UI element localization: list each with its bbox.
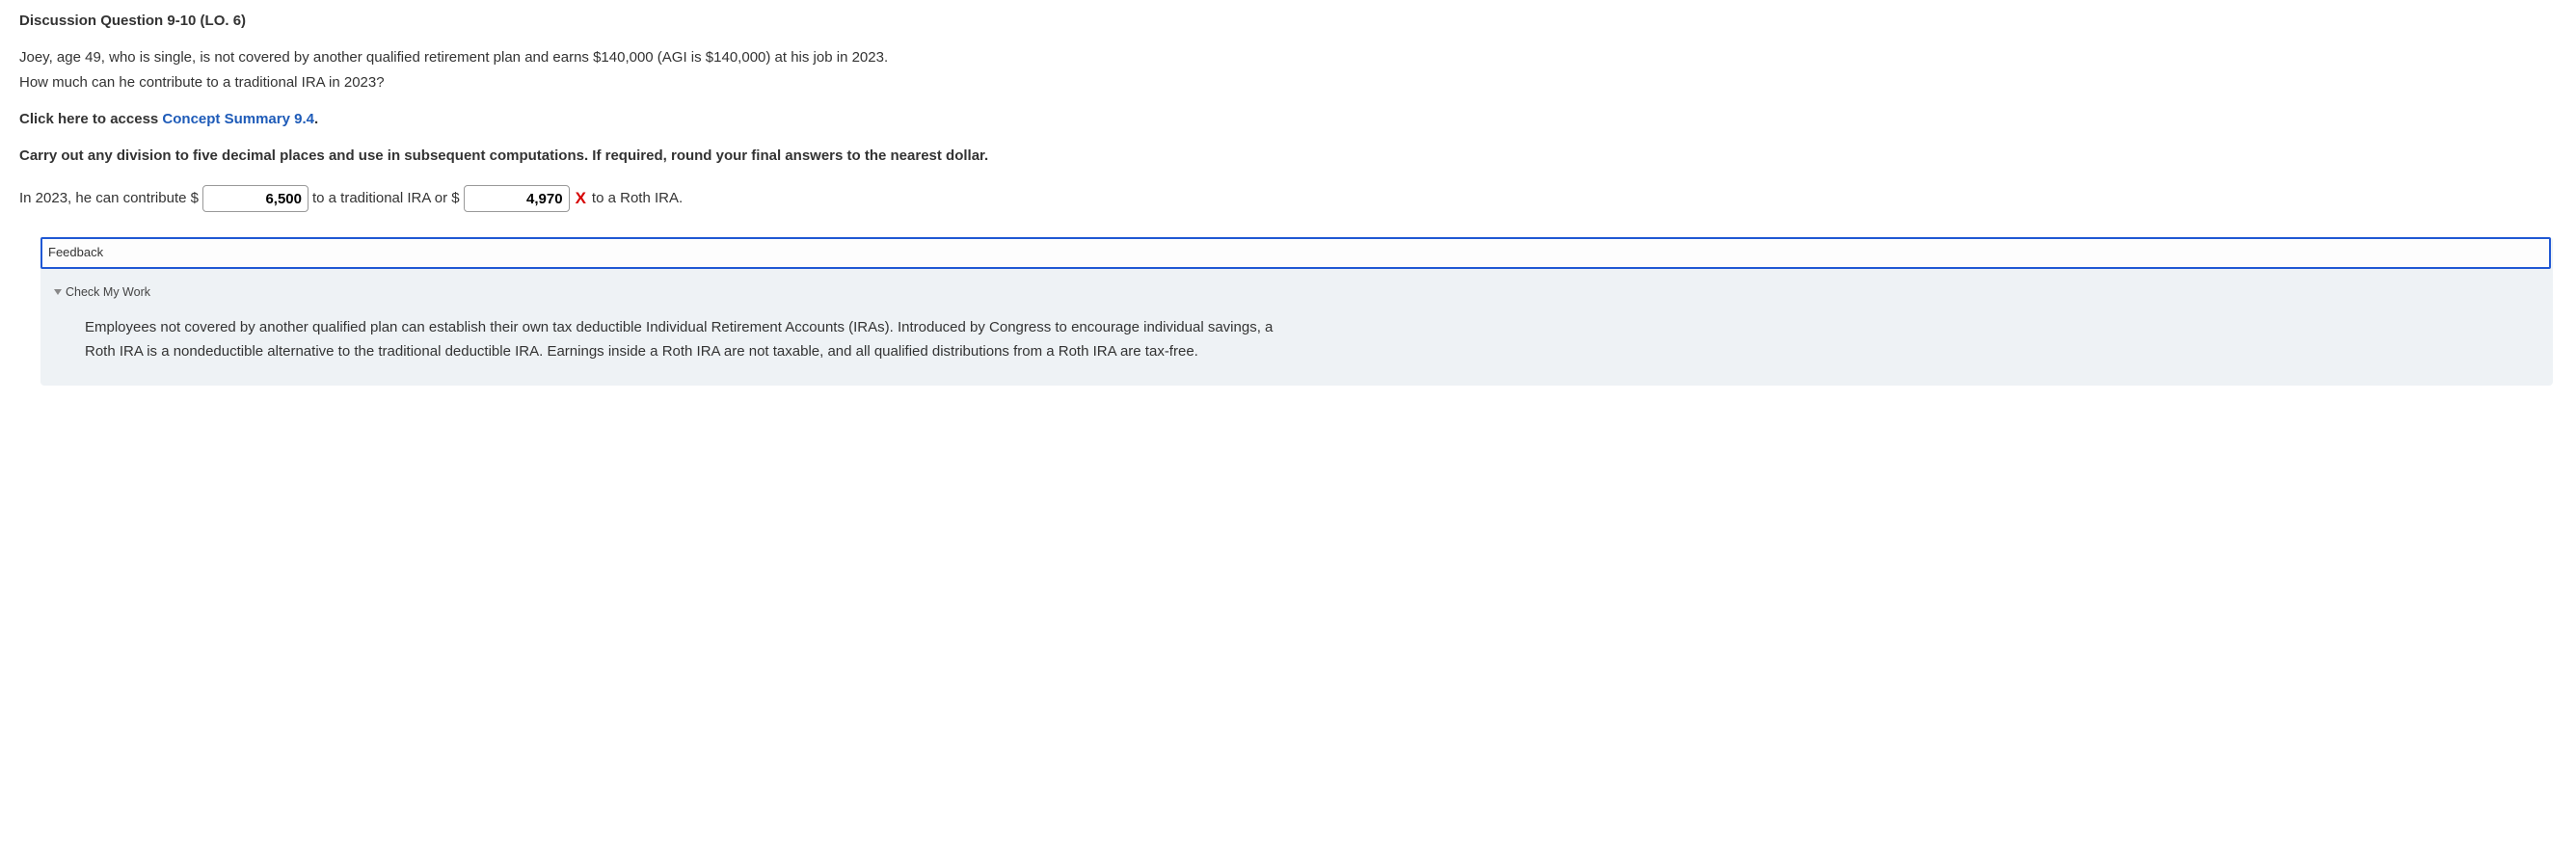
roth-ira-input[interactable]	[464, 185, 570, 212]
concept-summary-link[interactable]: Concept Summary 9.4	[162, 111, 314, 127]
feedback-panel: Feedback Check My Work Employees not cov…	[40, 237, 2553, 386]
concept-access-line: Click here to access Concept Summary 9.4…	[19, 108, 2557, 131]
feedback-header[interactable]: Feedback	[40, 237, 2551, 269]
answer-line: In 2023, he can contribute $ to a tradit…	[19, 185, 2557, 212]
wrong-mark-icon: X	[576, 185, 586, 211]
access-suffix: .	[314, 111, 318, 127]
check-my-work-label: Check My Work	[66, 282, 150, 302]
question-line-1: Joey, age 49, who is single, is not cove…	[19, 46, 2557, 69]
question-body: Joey, age 49, who is single, is not cove…	[19, 46, 2557, 94]
answer-prefix: In 2023, he can contribute $	[19, 187, 199, 210]
instructions-text: Carry out any division to five decimal p…	[19, 145, 1099, 168]
question-title: Discussion Question 9-10 (LO. 6)	[19, 10, 2557, 33]
question-line-2: How much can he contribute to a traditio…	[19, 71, 2557, 94]
access-prefix: Click here to access	[19, 111, 162, 127]
answer-suffix: to a Roth IRA.	[592, 187, 683, 210]
feedback-body-text: Employees not covered by another qualifi…	[40, 311, 1332, 368]
traditional-ira-input[interactable]	[202, 185, 309, 212]
check-my-work-toggle[interactable]: Check My Work	[40, 269, 2553, 311]
chevron-down-icon	[54, 289, 62, 295]
answer-mid: to a traditional IRA or $	[312, 187, 460, 210]
